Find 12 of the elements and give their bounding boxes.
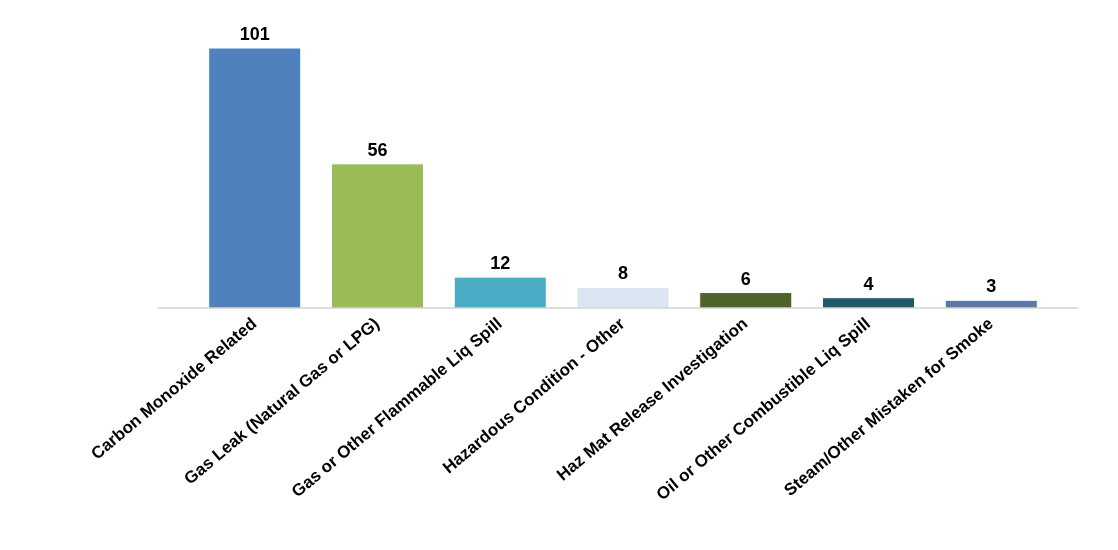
data-label: 3 bbox=[986, 276, 997, 297]
bar bbox=[699, 292, 793, 309]
data-label: 101 bbox=[239, 24, 270, 44]
data-label: 56 bbox=[367, 139, 388, 160]
bar bbox=[330, 163, 425, 309]
data-label: 4 bbox=[863, 273, 874, 294]
data-label: 6 bbox=[740, 268, 751, 289]
data-label: 12 bbox=[490, 253, 511, 274]
data-label: 8 bbox=[617, 263, 629, 284]
bar bbox=[576, 286, 670, 309]
bar bbox=[208, 47, 302, 309]
bar bbox=[453, 276, 547, 309]
